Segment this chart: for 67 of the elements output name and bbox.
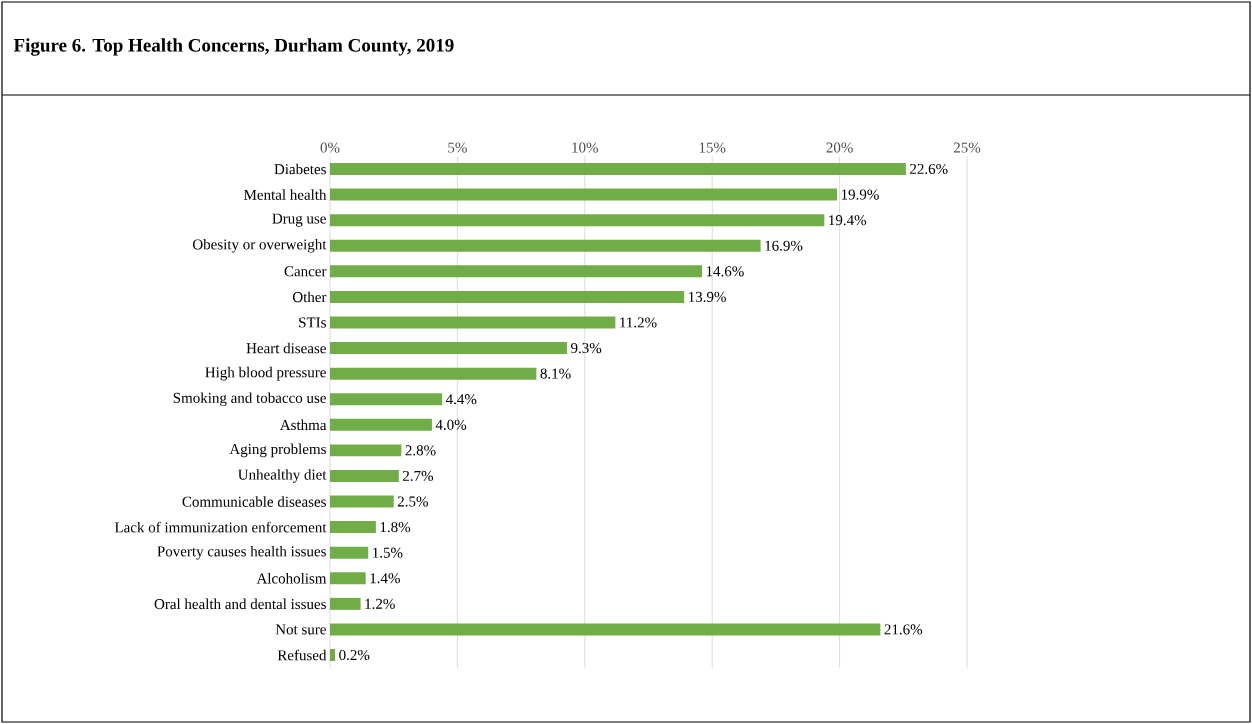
bar: [330, 188, 838, 201]
bar: [330, 418, 432, 431]
bar: [330, 521, 376, 534]
y-tick-label: Refused: [277, 649, 327, 661]
y-tick-label: Asthma: [279, 419, 327, 431]
y-tick-label: Unhealthy diet: [238, 469, 327, 483]
data-label: 2.8%: [405, 445, 436, 456]
x-tick-label: 0%: [320, 142, 340, 153]
x-tick-label: 15%: [699, 142, 726, 153]
bar: [330, 342, 567, 355]
y-tick-label: Oral health and dental issues: [154, 598, 326, 610]
data-label: 13.9%: [689, 291, 726, 302]
y-tick-label: Other: [292, 291, 327, 303]
y-tick-label: Obesity or overweight: [192, 238, 327, 253]
y-tick-label: Diabetes: [274, 163, 326, 175]
x-tick-label: 5%: [448, 142, 467, 153]
bar: [330, 290, 685, 303]
data-label: 8.1%: [540, 368, 571, 379]
y-tick-label: Mental health: [244, 189, 327, 200]
x-tick-label: 10%: [572, 142, 599, 153]
bar: [330, 597, 361, 610]
bar: [330, 162, 906, 175]
data-label: 1.5%: [373, 547, 403, 558]
bar: [330, 469, 399, 482]
bar: [330, 265, 703, 278]
y-tick-label: Communicable diseases: [182, 496, 326, 507]
bar: [330, 239, 761, 252]
data-label: 1.8%: [380, 522, 411, 533]
y-tick-label: Cancer: [284, 266, 327, 277]
y-tick-label: Poverty causes health issues: [157, 545, 326, 560]
y-tick-label: STIs: [299, 317, 326, 328]
data-label: 1.2%: [365, 598, 395, 609]
bar: [330, 495, 394, 508]
data-label: 16.9%: [765, 240, 803, 251]
data-label: 11.2%: [620, 317, 657, 328]
chart-title: Figure 6. Top Health Concerns, Durham County, 2019: [13, 38, 454, 56]
bar: [330, 649, 336, 662]
data-label: 19.9%: [841, 189, 879, 200]
y-tick-label: Lack of immunization enforcement: [114, 521, 327, 533]
y-tick-label: High blood pressure: [205, 366, 326, 381]
bar: [330, 214, 825, 227]
bar: [330, 444, 402, 457]
data-label: 9.3%: [570, 342, 602, 354]
x-tick-label: 20%: [826, 142, 853, 153]
data-label: 2.5%: [397, 496, 428, 507]
y-tick-label: Not sure: [275, 624, 326, 635]
bar: [330, 572, 366, 585]
x-tick-label: 25%: [953, 142, 981, 153]
data-label: 4.4%: [445, 394, 477, 405]
y-tick-label: Alcoholism: [256, 573, 327, 584]
bar: [330, 546, 369, 559]
data-label: 4.0%: [435, 419, 467, 430]
data-label: 2.7%: [402, 470, 434, 482]
bar: [330, 393, 443, 406]
data-label: 0.2%: [339, 649, 370, 661]
bar: [330, 367, 537, 380]
data-label: 1.4%: [370, 573, 400, 584]
data-label: 21.6%: [884, 624, 923, 635]
y-tick-label: Aging problems: [229, 443, 326, 458]
data-label: 22.6%: [910, 163, 948, 175]
data-label: 19.4%: [829, 215, 867, 226]
y-tick-label: Heart disease: [246, 342, 326, 354]
y-tick-label: Drug use: [272, 213, 326, 227]
bar: [330, 316, 616, 329]
y-tick-label: Smoking and tobacco use: [173, 392, 326, 407]
data-label: 14.6%: [706, 266, 744, 277]
bar: [330, 623, 881, 636]
